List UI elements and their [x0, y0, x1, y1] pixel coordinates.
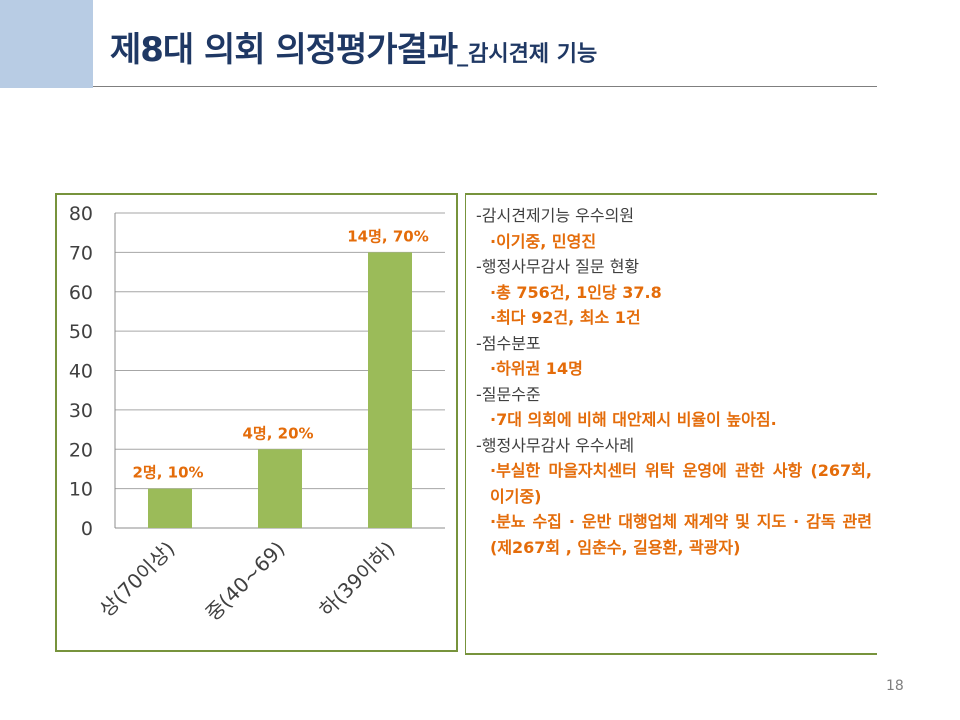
summary-heading: -질문수준: [476, 384, 541, 404]
x-tick-label: 상(70이상): [94, 537, 179, 622]
bar-2: [258, 449, 302, 528]
title-accent-block: [0, 0, 93, 88]
page-number: 18: [886, 678, 904, 694]
x-tick-label: 중(40~69): [201, 537, 290, 626]
y-tick-label: 50: [69, 321, 93, 343]
summary-item: ·분뇨 수집 · 운반 대행업체 재계약 및 지도 · 감독 관련 (제267회…: [490, 512, 872, 557]
data-label: 4명, 20%: [242, 424, 313, 442]
summary-list: -감시견제기능 우수의원 ·이기중, 민영진 -행정사무감사 질문 현황 ·총 756…: [476, 203, 872, 560]
title-divider: [93, 86, 877, 87]
bar-1: [148, 488, 192, 528]
summary-item: ·이기중, 민영진: [490, 231, 597, 251]
bar-chart: 0 10 20 30 40 50 60 70 80 2명, 10% 상(70이상) 4명, 20% 중(…: [69, 203, 445, 626]
bar-3: [368, 252, 412, 528]
slide-title-main: 제8대 의회 의정평가결과: [110, 30, 458, 70]
y-tick-label: 60: [69, 282, 93, 304]
summary-heading: -감시견제기능 우수의원: [476, 206, 635, 225]
x-tick-label: 하(39이하): [314, 537, 399, 622]
bar-chart-panel: 0 10 20 30 40 50 60 70 80 2명, 10% 상(70이상) 4명, 20% 중(…: [55, 193, 458, 652]
summary-item: ·하위권 14명: [490, 359, 583, 378]
summary-panel: -감시견제기능 우수의원 ·이기중, 민영진 -행정사무감사 질문 현황 ·총 756…: [465, 193, 877, 655]
y-tick-label: 80: [69, 203, 93, 225]
data-label: 2명, 10%: [132, 464, 203, 482]
slide-title: 제8대 의회 의정평가결과_감시견제 기능: [110, 22, 597, 71]
summary-heading: -점수분포: [476, 333, 541, 353]
y-tick-label: 40: [69, 361, 93, 383]
y-tick-label: 20: [69, 439, 93, 461]
summary-item: ·총 756건, 1인당 37.8: [490, 282, 662, 302]
y-tick-label: 30: [69, 400, 93, 422]
summary-item: ·부실한 마을자치센터 위탁 운영에 관한 사항 (267회, 이기중): [490, 461, 872, 506]
slide-title-sub: _감시견제 기능: [457, 42, 598, 67]
summary-item: ·7대 의회에 비해 대안제시 비율이 높아짐.: [490, 410, 777, 429]
y-tick-label: 0: [81, 518, 93, 540]
y-tick-label: 10: [69, 479, 93, 501]
summary-heading: -행정사무감사 질문 현황: [476, 257, 640, 276]
summary-heading: -행정사무감사 우수사례: [476, 435, 635, 455]
data-label: 14명, 70%: [347, 227, 429, 245]
summary-item: ·최다 92건, 최소 1건: [490, 308, 641, 327]
y-tick-label: 70: [69, 242, 93, 264]
